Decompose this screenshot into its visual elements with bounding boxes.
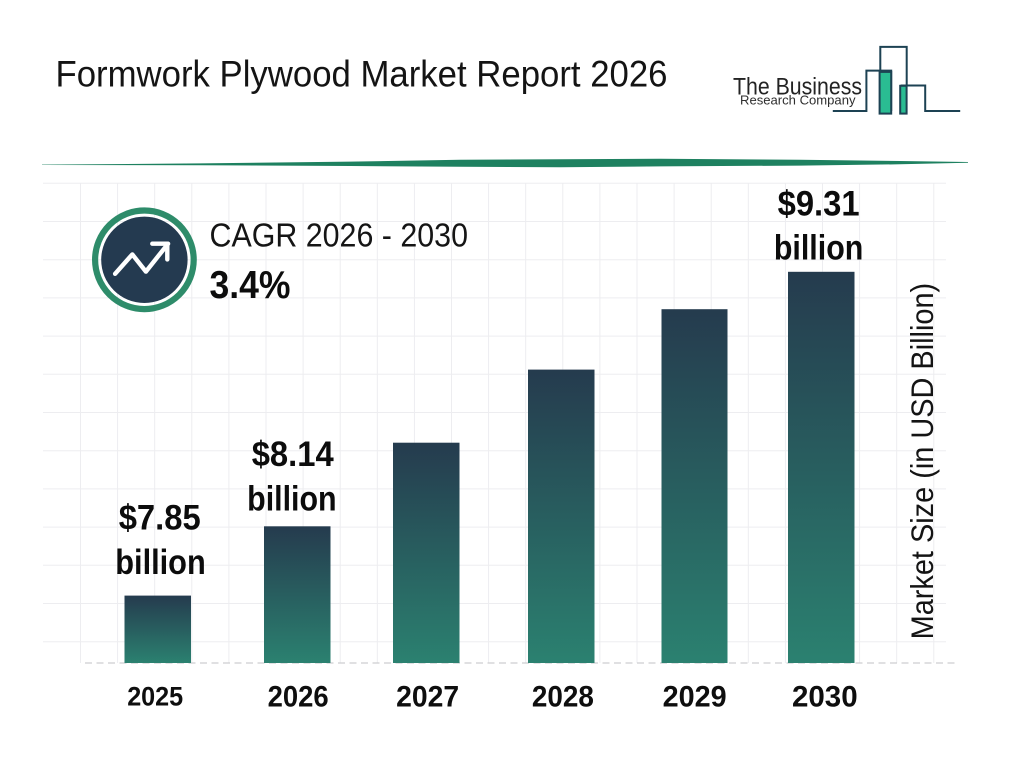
svg-text:2026: 2026 bbox=[268, 681, 329, 714]
svg-text:The Business: The Business bbox=[733, 73, 862, 100]
svg-text:2028: 2028 bbox=[532, 681, 594, 714]
svg-text:billion: billion bbox=[247, 480, 337, 519]
svg-text:CAGR 2026 - 2030: CAGR 2026 - 2030 bbox=[210, 216, 469, 253]
svg-text:2030: 2030 bbox=[792, 681, 858, 714]
svg-text:2027: 2027 bbox=[396, 681, 459, 714]
svg-text:3.4%: 3.4% bbox=[210, 264, 291, 307]
svg-text:Market Size (in USD Billion): Market Size (in USD Billion) bbox=[904, 283, 940, 639]
svg-text:Formwork Plywood Market Report: Formwork Plywood Market Report 2026 bbox=[56, 53, 668, 94]
svg-text:$9.31: $9.31 bbox=[778, 185, 860, 224]
svg-text:billion: billion bbox=[115, 543, 206, 582]
svg-text:Research Company: Research Company bbox=[740, 93, 856, 108]
svg-text:$8.14: $8.14 bbox=[252, 435, 334, 474]
svg-text:$7.85: $7.85 bbox=[119, 498, 201, 537]
svg-text:2029: 2029 bbox=[663, 681, 727, 714]
svg-text:2025: 2025 bbox=[127, 682, 183, 712]
svg-text:billion: billion bbox=[774, 229, 864, 268]
